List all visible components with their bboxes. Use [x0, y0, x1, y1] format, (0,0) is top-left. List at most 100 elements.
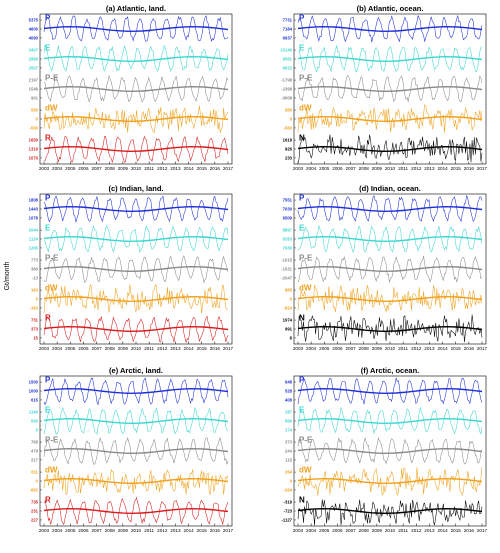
y-tick-label: -3008	[281, 95, 292, 100]
trend-line	[43, 235, 229, 243]
series-label: P-E	[45, 435, 59, 444]
trend-line	[297, 387, 483, 395]
series-label: dW	[299, 465, 312, 474]
x-tick-label: 2012	[157, 346, 168, 351]
x-tick-label: 2006	[78, 346, 89, 351]
trend-line	[297, 115, 483, 123]
x-tick-label: 2009	[118, 346, 129, 351]
y-tick-label: 901	[31, 95, 39, 100]
y-tick-label: -2398	[281, 87, 292, 92]
y-tick-label: 1650	[29, 138, 39, 143]
x-tick-label: 2005	[319, 528, 330, 533]
y-tick-label: 217	[31, 457, 39, 462]
monthly-line	[43, 468, 229, 496]
x-tick-label: 2011	[144, 346, 154, 351]
series-label: E	[299, 223, 305, 232]
y-tick-label: -723	[284, 509, 293, 514]
series-P-E: P-E 2197 1548 901	[29, 73, 229, 103]
series-label: R	[45, 133, 51, 142]
y-tick-label: 7184	[283, 27, 293, 32]
monthly-line	[297, 134, 483, 164]
trend-line	[43, 325, 229, 333]
x-tick-label: 2009	[372, 346, 383, 351]
y-tick-label: 7630	[283, 245, 293, 250]
x-tick-label: 2007	[345, 528, 356, 533]
series-label: P-E	[45, 73, 59, 82]
y-tick-label: 615	[31, 397, 39, 402]
series-label: P-E	[299, 253, 313, 262]
series-E: E 287 566 174	[285, 405, 483, 435]
x-tick-label: 2009	[118, 166, 129, 171]
x-tick-label: 2012	[411, 346, 422, 351]
x-tick-label: 2009	[118, 528, 129, 533]
x-tick-label: 2005	[65, 528, 76, 533]
series-E: E 1044 1124 1205	[29, 223, 229, 254]
monthly-line	[43, 44, 229, 72]
x-tick-label: 2008	[359, 166, 370, 171]
y-tick-label: 1140	[29, 410, 39, 415]
monthly-line	[297, 194, 483, 223]
x-tick-label: 2012	[411, 528, 422, 533]
x-tick-label: 2004	[52, 166, 63, 171]
x-tick-label: 2003	[293, 166, 304, 171]
trend-line	[43, 55, 229, 63]
series-label: N	[299, 495, 305, 504]
trend-line	[43, 447, 229, 455]
y-tick-label: 0	[290, 117, 293, 122]
y-tick-label: 1205	[29, 245, 39, 250]
y-tick-label: 264	[285, 470, 293, 475]
y-tick-label: 768	[31, 440, 39, 445]
y-tick-label: 15	[33, 335, 38, 340]
y-tick-label: -1798	[281, 78, 292, 83]
series-label: dW	[299, 103, 312, 112]
x-tick-label: 2014	[437, 346, 448, 351]
panel-3: (c) Indian, land.2003 2004 2005 2006 2007 200…	[29, 184, 234, 351]
x-tick-label: 2010	[131, 528, 142, 533]
y-tick-label: -1531	[281, 267, 292, 272]
series-E: E 10140 9581 9022	[280, 43, 483, 73]
y-tick-label: 0	[36, 117, 39, 122]
x-tick-label: 2010	[385, 528, 396, 533]
x-tick-label: 2015	[451, 346, 462, 351]
y-tick-label: 991	[285, 327, 293, 332]
x-tick-label: 2007	[345, 346, 356, 351]
trend-line	[297, 145, 483, 153]
plot-frame	[39, 13, 233, 165]
series-R: R 1650 1319 1070	[29, 133, 229, 164]
y-tick-label: 231	[31, 509, 39, 514]
y-tick-label: 566	[285, 419, 293, 424]
x-tick-label: 2013	[170, 346, 181, 351]
x-tick-label: 2012	[157, 528, 168, 533]
x-tick-label: 2014	[437, 166, 448, 171]
panel-title: (a) Atlantic, land.	[106, 4, 166, 13]
y-tick-label: -824	[284, 305, 293, 310]
series-P: P 1808 1443 1078	[29, 193, 229, 223]
series-label: P-E	[45, 253, 59, 262]
monthly-line	[43, 15, 229, 42]
trend-line	[297, 85, 483, 93]
monthly-line	[297, 284, 483, 312]
x-tick-label: 2009	[372, 166, 383, 171]
monthly-line	[43, 224, 229, 254]
trend-line	[43, 477, 229, 485]
x-tick-label: 2006	[78, 528, 89, 533]
x-tick-label: 2017	[477, 346, 488, 351]
series-label: dW	[299, 283, 312, 292]
monthly-line	[43, 496, 229, 526]
y-tick-label: 408	[285, 397, 293, 402]
trend-line	[43, 85, 229, 93]
series-R: R 735 231 227	[31, 495, 229, 526]
y-tick-label: 3407	[29, 48, 39, 53]
trend-line	[297, 477, 483, 485]
y-tick-label: 4600	[29, 27, 39, 32]
x-tick-label: 2012	[411, 166, 422, 171]
series-label: E	[45, 43, 51, 52]
x-tick-label: 2017	[477, 166, 488, 171]
trend-line	[297, 447, 483, 455]
y-tick-label: 0	[290, 479, 293, 484]
monthly-line	[297, 436, 483, 465]
series-dW: dW 264 0 -264	[284, 465, 483, 496]
series-label: P-E	[299, 435, 313, 444]
x-tick-label: 2010	[131, 166, 142, 171]
